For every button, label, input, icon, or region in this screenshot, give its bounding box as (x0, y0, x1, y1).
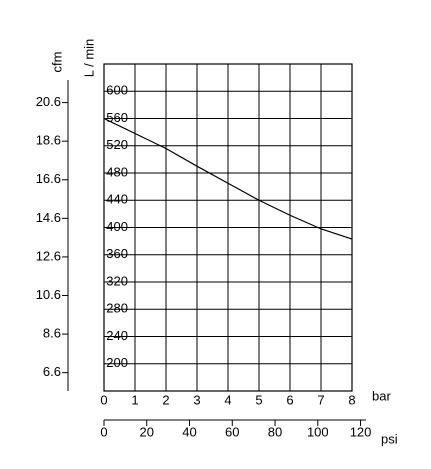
x-tick-label: 8 (348, 392, 355, 407)
data-line (103, 117, 353, 240)
x2-tick-label: 80 (268, 424, 282, 439)
x2-tick-label: 0 (100, 424, 107, 439)
x2-tick-label: 20 (140, 424, 154, 439)
y-tick-label: 560 (106, 110, 128, 125)
x-tick-label: 5 (255, 392, 262, 407)
y-tick-label: 240 (106, 328, 128, 343)
x2-axis-label: psi (381, 431, 398, 446)
x-tick-label: 1 (131, 392, 138, 407)
y2-tick-label: 10.6 (36, 287, 61, 302)
y2-tick-label: 16.6 (36, 171, 61, 186)
x2-tick-label: 120 (350, 424, 372, 439)
y-tick-label: 320 (106, 273, 128, 288)
x2-tick-label: 40 (182, 424, 196, 439)
x-tick-label: 6 (286, 392, 293, 407)
y2-tick-label: 8.6 (43, 326, 61, 341)
x-tick-label: 7 (317, 392, 324, 407)
y-tick-label: 200 (106, 355, 128, 370)
x-tick-label: 0 (100, 392, 107, 407)
y-tick-label: 600 (106, 83, 128, 98)
y-tick-label: 520 (106, 137, 128, 152)
y-tick-label: 400 (106, 219, 128, 234)
y2-tick-label: 6.6 (43, 364, 61, 379)
y-tick-label: 480 (106, 164, 128, 179)
y2-tick-label: 12.6 (36, 248, 61, 263)
y-tick-label: 280 (106, 301, 128, 316)
y-axis-label: L / min (81, 39, 96, 78)
x2-tick-label: 100 (307, 424, 329, 439)
y2-axis-label: cfm (49, 52, 64, 73)
y-tick-label: 360 (106, 246, 128, 261)
x-axis-label: bar (372, 388, 391, 403)
x-tick-label: 2 (162, 392, 169, 407)
x-tick-label: 3 (193, 392, 200, 407)
y2-tick-label: 14.6 (36, 210, 61, 225)
x2-tick-label: 60 (225, 424, 239, 439)
y2-tick-label: 20.6 (36, 94, 61, 109)
y-tick-label: 440 (106, 192, 128, 207)
x-tick-label: 4 (224, 392, 231, 407)
y2-tick-label: 18.6 (36, 133, 61, 148)
